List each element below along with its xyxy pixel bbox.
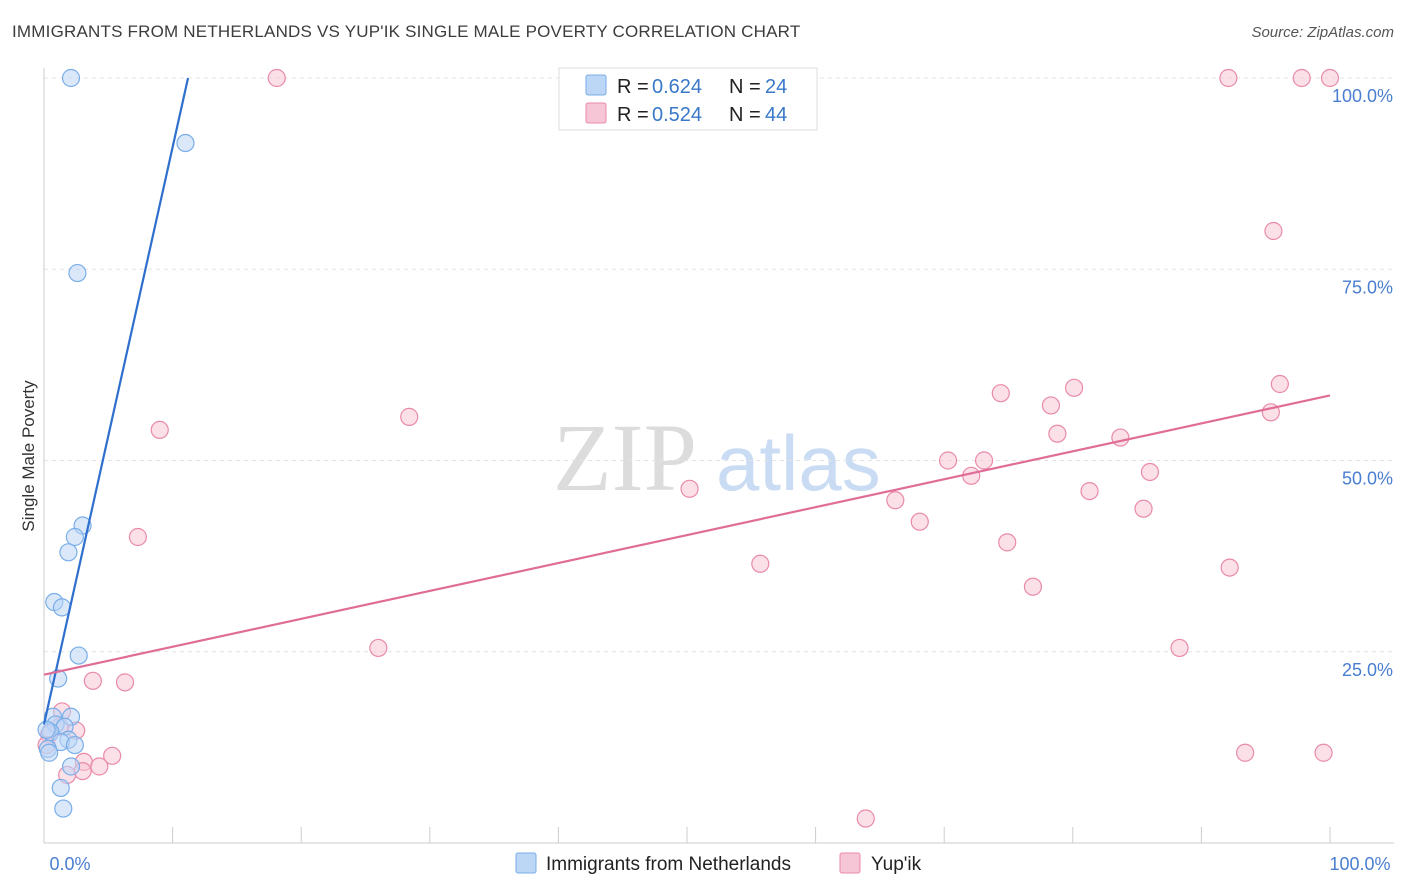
yupik-point-2 [1292,68,1311,88]
netherlands-point-22 [54,799,73,818]
yupik-point-10 [400,407,419,426]
legend-n-label-1: N = [729,76,761,98]
legend-label-netherlands: Immigrants from Netherlands [546,854,791,875]
yupik-point-12 [1048,424,1067,443]
yupik-point-20 [886,491,905,510]
legend-r-label-2: R = [617,104,649,126]
yupik-point-8 [1041,396,1061,415]
legend-swatch-yupik [585,102,607,124]
legend-r-label-1: R = [617,76,649,98]
netherlands-point-20 [61,757,81,776]
netherlands-point-5 [59,543,78,562]
yupik-point-26 [1220,558,1239,577]
y-tick-label-75: 75.0% [1342,277,1393,297]
legend-swatch-netherlands [585,74,607,96]
netherlands-point-0 [61,68,81,88]
yupik-point-4 [1264,221,1283,241]
netherlands-point-17 [65,735,84,755]
yupik-point-27 [1023,577,1043,596]
netherlands-point-4 [65,527,84,547]
trend-lines [42,77,1331,725]
yupik-point-18 [680,479,699,498]
yupik-point-0 [267,68,286,88]
yupik-point-29 [1170,638,1189,658]
legend-swatch-yupik-bottom [839,852,861,874]
yupik-point-16 [962,466,981,485]
legend-n-value-2: 44 [765,104,787,126]
yupik-point-19 [1080,482,1099,501]
yupik-point-37 [103,746,122,765]
netherlands-point-21 [51,778,70,798]
yupik-point-25 [751,554,770,573]
yupik-point-23 [128,527,147,547]
netherlands-trend-line [42,77,190,725]
yupik-point-13 [1111,428,1130,447]
y-axis-label: Single Male Poverty [19,380,38,532]
yupik-point-28 [369,638,388,658]
netherlands-point-1 [176,133,195,153]
yupik-point-39 [1314,743,1333,762]
yupik-point-41 [90,757,109,776]
legend-n-value-1: 24 [765,76,787,98]
yupik-point-24 [998,533,1017,552]
yupik-point-14 [938,451,958,470]
legend-swatch-netherlands-bottom [515,852,537,874]
yupik-point-3 [1320,68,1340,88]
legend-r-value-2: 0.524 [652,104,702,126]
yupik-point-17 [1140,462,1160,482]
watermark-zip: ZIP [553,404,697,511]
y-tick-label-25: 25.0% [1342,660,1393,680]
netherlands-point-8 [69,646,88,665]
legend-label-yupik: Yup'ik [871,854,922,875]
series-legend: Immigrants from Netherlands Yup'ik [515,852,922,875]
y-tick-label-50: 50.0% [1342,469,1393,489]
data-points [37,68,1340,828]
chart-source: Source: ZipAtlas.com [1251,24,1394,41]
legend-n-label-2: N = [729,104,761,126]
yupik-point-6 [991,384,1010,403]
netherlands-point-23 [37,720,56,739]
yupik-point-1 [1219,68,1238,88]
netherlands-point-2 [68,263,87,283]
yupik-point-30 [115,673,135,692]
yupik-point-22 [910,512,929,531]
watermark-atlas: atlas [716,419,881,507]
yupik-point-11 [150,420,169,439]
yupik-point-21 [1134,499,1153,518]
yupik-point-5 [1270,374,1289,394]
yupik-trend-line [43,394,1331,676]
yupik-point-15 [974,451,994,470]
yupik-point-44 [856,809,875,828]
legend-r-value-1: 0.624 [652,76,702,98]
x-tick-label-0: 0.0% [49,854,90,874]
x-tick-label-100: 100.0% [1329,854,1390,874]
gridlines [44,77,1394,653]
chart-title: IMMIGRANTS FROM NETHERLANDS VS YUP'IK SI… [12,22,801,41]
axes: 25.0% 50.0% 75.0% 100.0% 0.0% 100.0% [43,68,1394,874]
yupik-point-38 [1236,743,1255,762]
netherlands-point-19 [40,743,59,762]
yupik-point-31 [83,671,102,690]
yupik-point-7 [1064,378,1084,397]
correlation-legend: R = 0.624 N = 24 R = 0.524 N = 44 [558,67,818,131]
y-tick-label-100: 100.0% [1332,86,1393,106]
